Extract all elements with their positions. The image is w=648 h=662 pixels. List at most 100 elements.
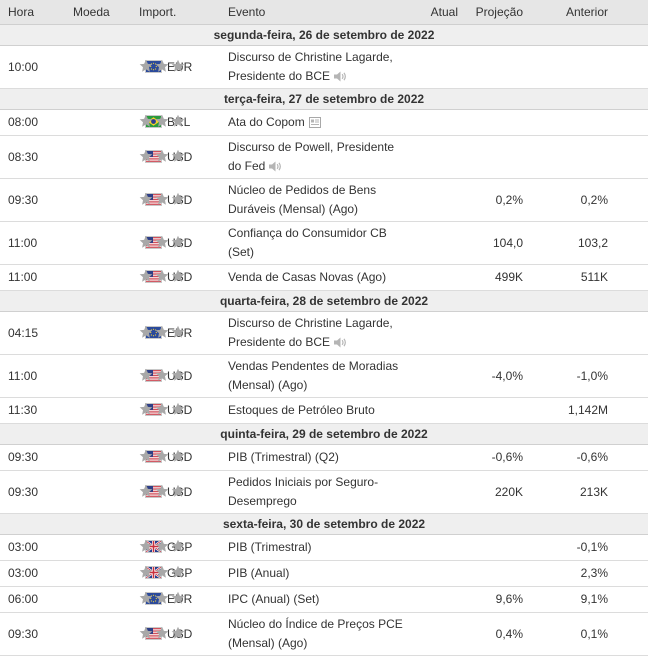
event-actual	[414, 470, 458, 514]
event-time: 09:30	[0, 612, 73, 656]
event-cell[interactable]: Discurso de Christine Lagarde, President…	[228, 45, 414, 89]
star-icon	[171, 484, 185, 498]
star-icon	[171, 59, 185, 73]
date-row: quinta-feira, 29 de setembro de 2022	[0, 423, 648, 445]
event-forecast	[458, 135, 523, 179]
event-row[interactable]: 03:00GBP PIB (Trimestral) -0,1%	[0, 534, 648, 561]
event-title[interactable]: Estoques de Petróleo Bruto	[228, 403, 375, 417]
event-title[interactable]: Confiança do Consumidor CB (Set)	[228, 226, 387, 259]
event-previous: 2,3%	[523, 560, 608, 587]
event-cell[interactable]: Núcleo do Índice de Preços PCE (Mensal) …	[228, 612, 414, 656]
event-cell[interactable]: PIB (Trimestral)	[228, 534, 414, 561]
event-previous: -1,0%	[523, 354, 608, 398]
event-currency-cell: USD	[73, 397, 192, 424]
star-icon	[139, 449, 153, 463]
date-label: segunda-feira, 26 de setembro de 2022	[0, 24, 648, 46]
row-spacer	[608, 444, 648, 471]
event-title[interactable]: Núcleo do Índice de Preços PCE (Mensal) …	[228, 617, 403, 650]
event-currency-cell: EUR	[73, 311, 192, 355]
event-cell[interactable]: PIB (Trimestral) (Q2)	[228, 444, 414, 471]
event-title[interactable]: IPC (Anual) (Set)	[228, 592, 320, 606]
event-row[interactable]: 11:00USD Confiança do Consumidor CB (Set)…	[0, 221, 648, 265]
event-title[interactable]: PIB (Trimestral) (Q2)	[228, 450, 339, 464]
event-cell[interactable]: Discurso de Powell, Presidente do Fed	[228, 135, 414, 179]
star-icon	[139, 149, 153, 163]
star-icon	[171, 235, 185, 249]
header-anterior[interactable]: Anterior	[523, 0, 608, 25]
event-importance	[139, 221, 228, 265]
event-title[interactable]: Venda de Casas Novas (Ago)	[228, 270, 387, 284]
date-label: quinta-feira, 29 de setembro de 2022	[0, 423, 648, 445]
event-title[interactable]: Discurso de Powell, Presidente do Fed	[228, 140, 395, 173]
row-spacer	[608, 560, 648, 587]
speaker-icon[interactable]	[334, 337, 347, 348]
event-row[interactable]: 09:30USD Núcleo de Pedidos de Bens Duráve…	[0, 178, 648, 222]
event-cell[interactable]: Pedidos Iniciais por Seguro-Desemprego	[228, 470, 414, 514]
header-spacer	[608, 0, 648, 25]
event-cell[interactable]: PIB (Anual)	[228, 560, 414, 587]
event-title[interactable]: Ata do Copom	[228, 115, 305, 129]
event-importance	[139, 586, 228, 613]
event-title[interactable]: Vendas Pendentes de Moradias (Mensal) (A…	[228, 359, 399, 392]
event-cell[interactable]: Discurso de Christine Lagarde, President…	[228, 311, 414, 355]
header-evento[interactable]: Evento	[228, 0, 414, 25]
event-row[interactable]: 03:00GBP PIB (Anual) 2,3%	[0, 560, 648, 587]
header-moeda[interactable]: Moeda	[73, 0, 139, 25]
event-row[interactable]: 04:15EUR Discurso de Christine Lagarde, P…	[0, 311, 648, 355]
event-row[interactable]: 09:30USD PIB (Trimestral) (Q2) -0,6%-0,6%	[0, 444, 648, 471]
event-actual	[414, 397, 458, 424]
event-cell[interactable]: Ata do Copom	[228, 109, 414, 136]
header-importancia[interactable]: Import.	[139, 0, 228, 25]
event-previous: 511K	[523, 264, 608, 291]
event-cell[interactable]: Vendas Pendentes de Moradias (Mensal) (A…	[228, 354, 414, 398]
star-icon	[171, 114, 185, 128]
star-icon	[139, 325, 153, 339]
document-icon[interactable]	[308, 117, 321, 128]
calendar-body: segunda-feira, 26 de setembro de 2022 10:…	[0, 24, 648, 656]
event-time: 11:00	[0, 221, 73, 265]
event-title[interactable]: PIB (Trimestral)	[228, 540, 312, 554]
event-title[interactable]: Discurso de Christine Lagarde, President…	[228, 50, 393, 83]
event-row[interactable]: 08:00BRL Ata do Copom	[0, 109, 648, 136]
event-title[interactable]: Núcleo de Pedidos de Bens Duráveis (Mens…	[228, 183, 377, 216]
event-currency-cell: USD	[73, 612, 192, 656]
event-row[interactable]: 09:30USD Pedidos Iniciais por Seguro-Dese…	[0, 470, 648, 514]
header-hora[interactable]: Hora	[0, 0, 73, 25]
date-label: terça-feira, 27 de setembro de 2022	[0, 88, 648, 110]
star-icon	[155, 591, 169, 605]
speaker-icon[interactable]	[269, 161, 282, 172]
event-row[interactable]: 10:00EUR Discurso de Christine Lagarde, P…	[0, 45, 648, 89]
event-row[interactable]: 09:30USD Núcleo do Índice de Preços PCE (…	[0, 612, 648, 656]
event-cell[interactable]: Núcleo de Pedidos de Bens Duráveis (Mens…	[228, 178, 414, 222]
header-atual[interactable]: Atual	[414, 0, 458, 25]
event-actual	[414, 311, 458, 355]
event-cell[interactable]: Confiança do Consumidor CB (Set)	[228, 221, 414, 265]
event-cell[interactable]: Estoques de Petróleo Bruto	[228, 397, 414, 424]
event-forecast	[458, 534, 523, 561]
event-title[interactable]: PIB (Anual)	[228, 566, 290, 580]
event-time: 11:30	[0, 397, 73, 424]
event-row[interactable]: 06:00EUR IPC (Anual) (Set) 9,6%9,1%	[0, 586, 648, 613]
event-row[interactable]: 11:00USD Vendas Pendentes de Moradias (Me…	[0, 354, 648, 398]
event-title[interactable]: Discurso de Christine Lagarde, President…	[228, 316, 393, 349]
event-time: 04:15	[0, 311, 73, 355]
star-icon	[139, 59, 153, 73]
event-row[interactable]: 11:30USD Estoques de Petróleo Bruto 1,142M	[0, 397, 648, 424]
event-currency-cell: USD	[73, 354, 192, 398]
event-title[interactable]: Pedidos Iniciais por Seguro-Desemprego	[228, 475, 379, 508]
event-actual	[414, 354, 458, 398]
event-importance	[139, 45, 228, 89]
event-currency-cell: USD	[73, 178, 192, 222]
event-currency-cell: GBP	[73, 534, 192, 561]
event-cell[interactable]: IPC (Anual) (Set)	[228, 586, 414, 613]
event-cell[interactable]: Venda de Casas Novas (Ago)	[228, 264, 414, 291]
event-time: 11:00	[0, 264, 73, 291]
star-icon	[171, 269, 185, 283]
event-previous: 0,1%	[523, 612, 608, 656]
star-icon	[139, 235, 153, 249]
event-row[interactable]: 11:00USD Venda de Casas Novas (Ago) 499K51…	[0, 264, 648, 291]
speaker-icon[interactable]	[334, 71, 347, 82]
event-time: 08:30	[0, 135, 73, 179]
header-projecao[interactable]: Projeção	[458, 0, 523, 25]
event-row[interactable]: 08:30USD Discurso de Powell, Presidente d…	[0, 135, 648, 179]
